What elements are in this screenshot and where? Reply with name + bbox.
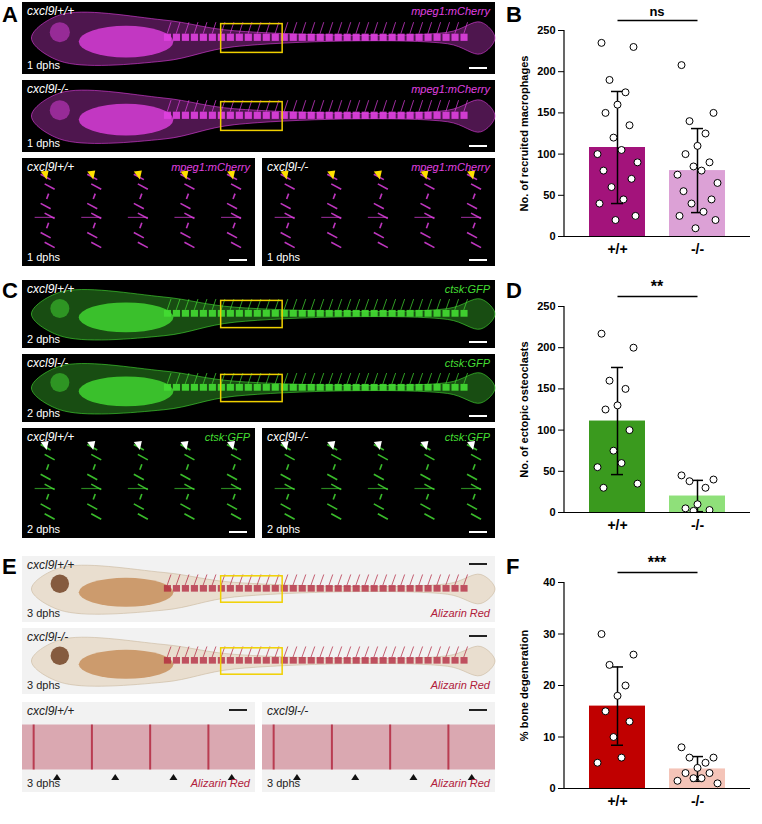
- svg-text:150: 150: [537, 382, 555, 394]
- svg-text:2 dphs: 2 dphs: [267, 523, 301, 535]
- svg-text:cxcl9l+/+: cxcl9l+/+: [27, 282, 74, 296]
- svg-text:Alizarin Red: Alizarin Red: [190, 777, 251, 789]
- svg-text:0: 0: [549, 230, 555, 242]
- svg-text:+/+: +/+: [607, 793, 627, 809]
- svg-text:mpeg1:mCherry: mpeg1:mCherry: [411, 161, 491, 173]
- svg-text:1 dphs: 1 dphs: [267, 251, 301, 263]
- svg-text:ns: ns: [649, 4, 664, 19]
- svg-text:2 dphs: 2 dphs: [27, 407, 61, 419]
- svg-text:-/-: -/-: [691, 793, 705, 809]
- svg-text:3 dphs: 3 dphs: [267, 777, 301, 789]
- svg-text:20: 20: [543, 679, 555, 691]
- svg-text:30: 30: [543, 628, 555, 640]
- svg-text:10: 10: [543, 731, 555, 743]
- svg-text:2 dphs: 2 dphs: [27, 333, 61, 345]
- svg-text:No. of ectopic osteoclasts: No. of ectopic osteoclasts: [518, 341, 530, 477]
- svg-text:200: 200: [537, 65, 555, 77]
- svg-text:cxcl9l+/+: cxcl9l+/+: [27, 160, 74, 174]
- svg-text:cxcl9l+/+: cxcl9l+/+: [27, 4, 74, 18]
- svg-text:ctsk:GFP: ctsk:GFP: [445, 283, 491, 295]
- svg-text:No. of recruited macrophages: No. of recruited macrophages: [518, 56, 530, 212]
- svg-text:1 dphs: 1 dphs: [27, 251, 61, 263]
- svg-text:% bone degeneration: % bone degeneration: [518, 630, 530, 742]
- svg-text:**: **: [651, 278, 664, 295]
- svg-text:ctsk:GFP: ctsk:GFP: [445, 357, 491, 369]
- svg-text:cxcl9l-/-: cxcl9l-/-: [267, 430, 308, 444]
- html-text:D: D: [506, 278, 522, 303]
- svg-text:cxcl9l-/-: cxcl9l-/-: [27, 356, 68, 370]
- svg-text:ctsk:GFP: ctsk:GFP: [445, 431, 491, 443]
- svg-text:50: 50: [543, 465, 555, 477]
- svg-text:Alizarin Red: Alizarin Red: [430, 679, 491, 691]
- svg-text:mpeg1:mCherry: mpeg1:mCherry: [171, 161, 251, 173]
- svg-text:150: 150: [537, 106, 555, 118]
- html-text:C: C: [2, 278, 18, 303]
- svg-text:2 dphs: 2 dphs: [27, 523, 61, 535]
- svg-text:200: 200: [537, 341, 555, 353]
- svg-text:40: 40: [543, 576, 555, 588]
- svg-text:100: 100: [537, 148, 555, 160]
- svg-text:+/+: +/+: [607, 517, 627, 533]
- svg-text:cxcl9l-/-: cxcl9l-/-: [267, 704, 308, 718]
- html-text:F: F: [506, 554, 520, 579]
- svg-text:-/-: -/-: [691, 517, 705, 533]
- svg-text:3 dphs: 3 dphs: [27, 607, 61, 619]
- html-text:A: A: [2, 2, 18, 27]
- svg-text:cxcl9l-/-: cxcl9l-/-: [27, 82, 68, 96]
- svg-text:cxcl9l+/+: cxcl9l+/+: [27, 558, 74, 572]
- svg-text:cxcl9l+/+: cxcl9l+/+: [27, 704, 74, 718]
- svg-text:3 dphs: 3 dphs: [27, 777, 61, 789]
- svg-text:mpeg1:mCherry: mpeg1:mCherry: [411, 83, 491, 95]
- svg-text:0: 0: [549, 506, 555, 518]
- svg-text:250: 250: [537, 300, 555, 312]
- svg-text:100: 100: [537, 424, 555, 436]
- html-text:E: E: [2, 554, 17, 579]
- svg-text:mpeg1:mCherry: mpeg1:mCherry: [411, 5, 491, 17]
- svg-text:250: 250: [537, 24, 555, 36]
- svg-text:Alizarin Red: Alizarin Red: [430, 607, 491, 619]
- svg-text:50: 50: [543, 189, 555, 201]
- svg-text:3 dphs: 3 dphs: [27, 679, 61, 691]
- svg-text:+/+: +/+: [607, 241, 627, 257]
- html-text:B: B: [506, 2, 522, 27]
- svg-text:1 dphs: 1 dphs: [27, 137, 61, 149]
- svg-text:1 dphs: 1 dphs: [27, 59, 61, 71]
- svg-text:cxcl9l+/+: cxcl9l+/+: [27, 430, 74, 444]
- svg-text:cxcl9l-/-: cxcl9l-/-: [267, 160, 308, 174]
- svg-text:cxcl9l-/-: cxcl9l-/-: [27, 630, 68, 644]
- svg-text:0: 0: [549, 782, 555, 794]
- svg-text:Alizarin Red: Alizarin Red: [430, 777, 491, 789]
- svg-text:-/-: -/-: [691, 241, 705, 257]
- svg-text:***: ***: [648, 554, 667, 571]
- svg-text:ctsk:GFP: ctsk:GFP: [205, 431, 251, 443]
